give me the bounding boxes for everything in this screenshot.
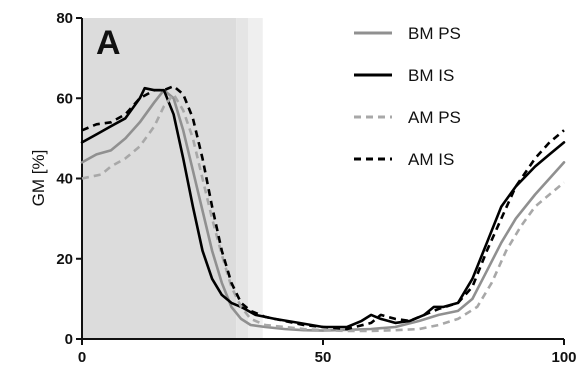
series-layer [80, 84, 566, 333]
shaded-region-0 [82, 18, 237, 339]
legend-label-bm-ps: BM PS [408, 24, 461, 43]
panel-label: A [96, 24, 121, 62]
y-tick-label: 60 [56, 90, 73, 107]
shaded-region-1 [236, 18, 249, 339]
y-tick-label: 80 [56, 10, 73, 27]
shaded-region-2 [248, 18, 263, 339]
y-tick-label: 20 [56, 251, 73, 268]
axis-ticks: 0 20 40 60 80 0 50 100 [56, 10, 576, 366]
y-axis-label: GM [%] [29, 150, 48, 207]
x-tick-label: 50 [315, 349, 332, 366]
x-tick-label: 0 [78, 349, 86, 366]
legend-label-bm-is: BM IS [408, 66, 454, 85]
series-line-am-ps [81, 92, 565, 333]
series-line-bm-ps [80, 88, 566, 332]
y-tick-label: 0 [65, 331, 73, 348]
legend-label-am-is: AM IS [408, 150, 454, 169]
shaded-phase-regions [82, 18, 263, 339]
y-tick-label: 40 [56, 171, 73, 188]
x-tick-label: 100 [551, 349, 576, 366]
legend: BM PS BM IS AM PS AM IS [354, 24, 461, 169]
legend-label-am-ps: AM PS [408, 108, 461, 127]
